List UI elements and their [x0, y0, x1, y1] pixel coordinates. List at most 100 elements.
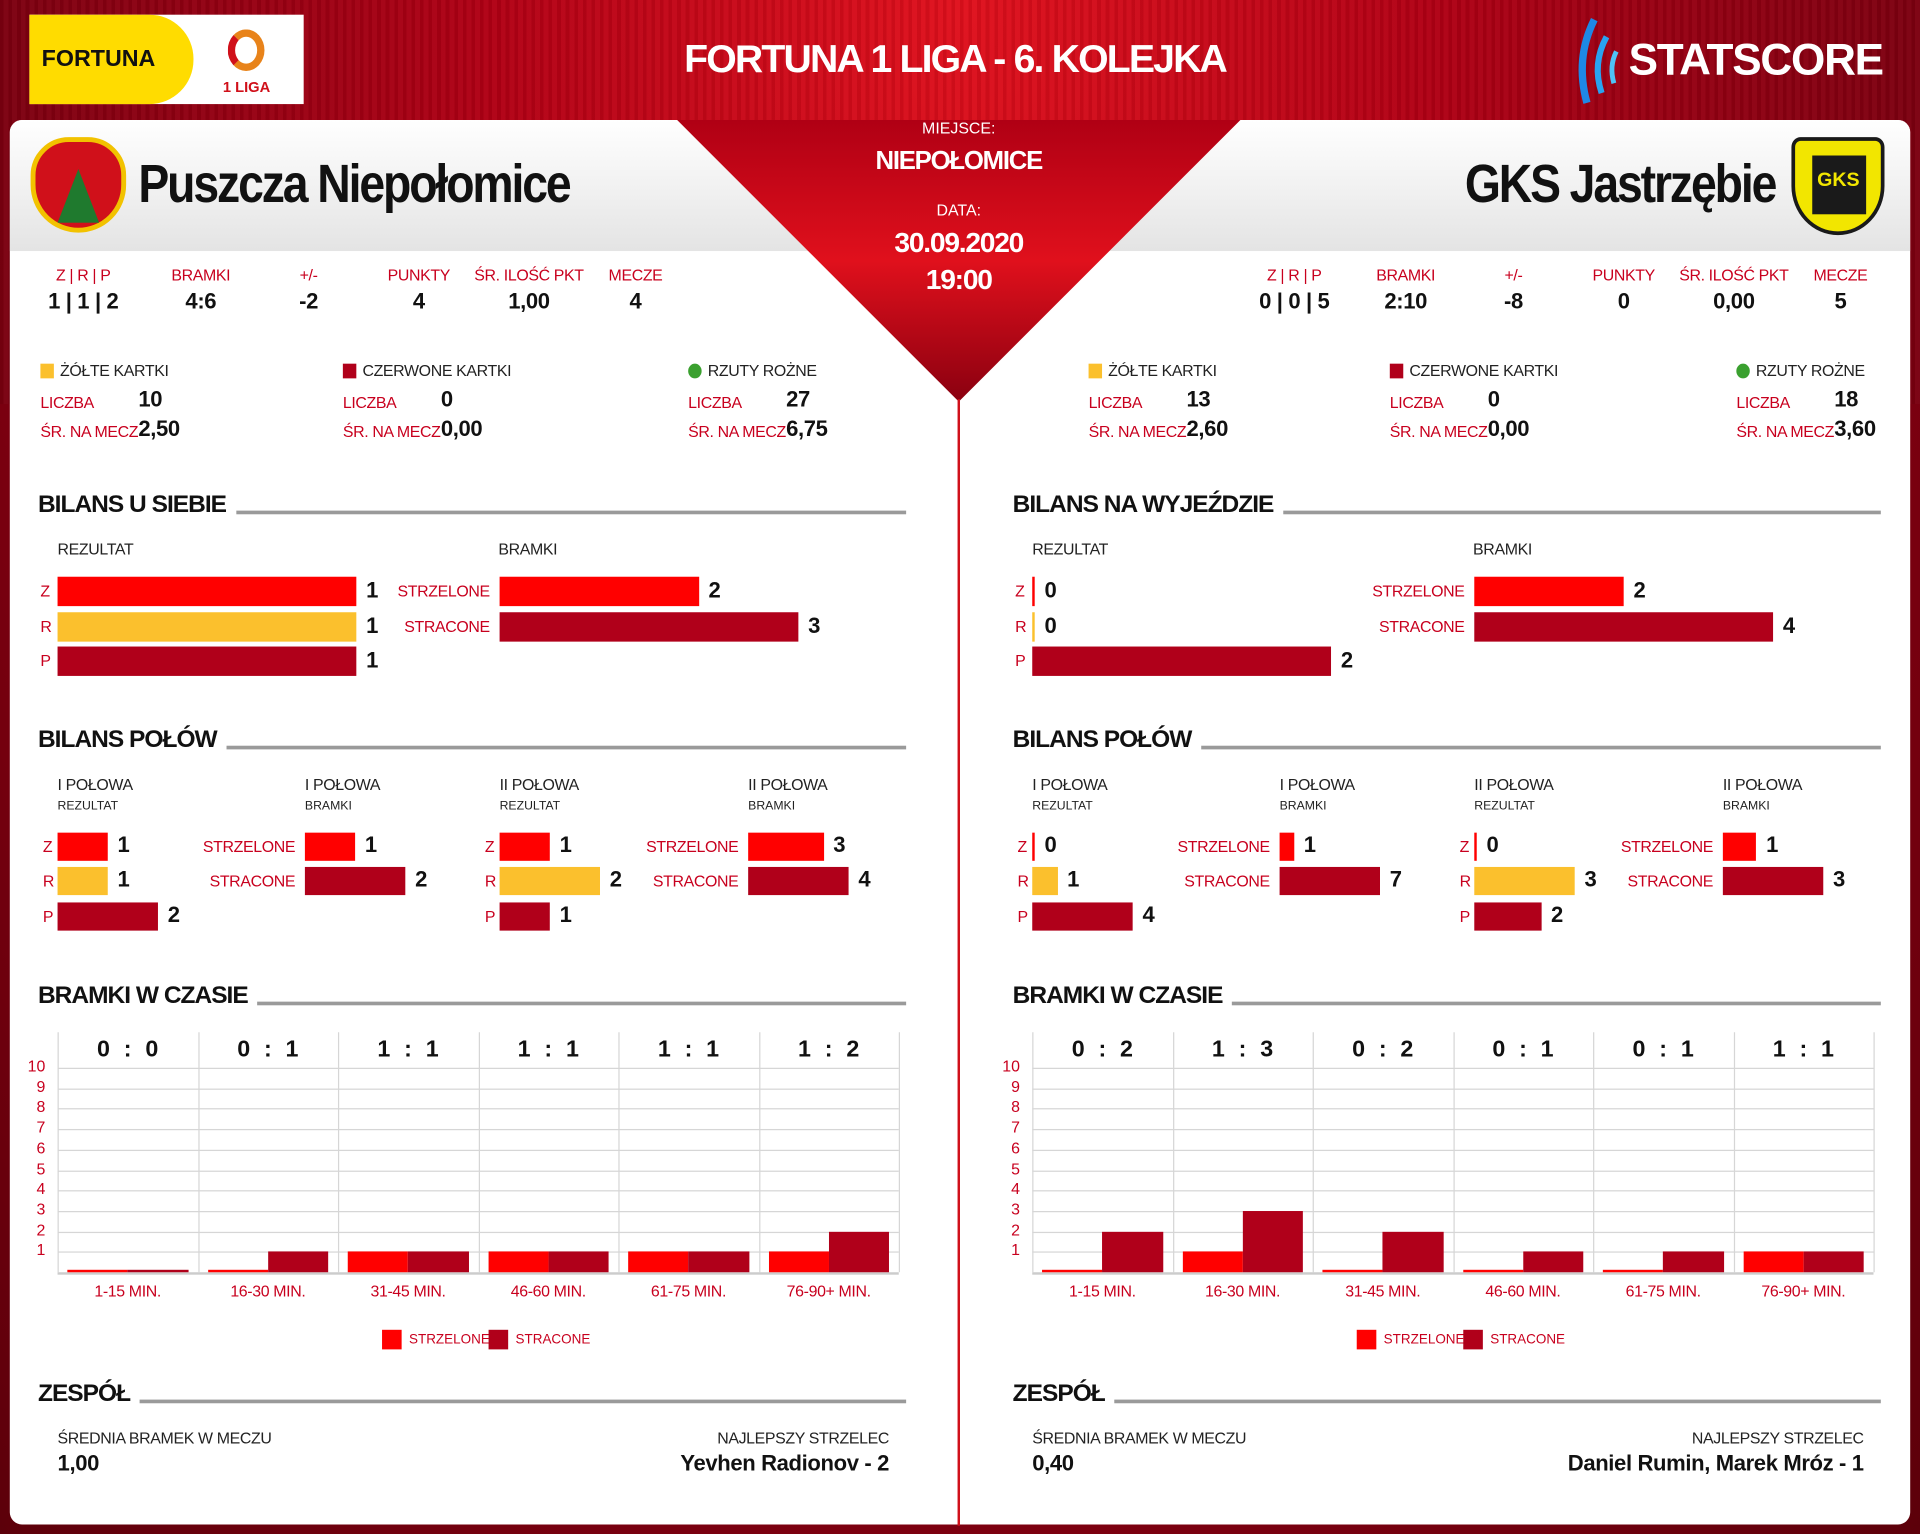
- half-result-bar: [1474, 902, 1542, 931]
- conceded-time-bar: [1803, 1251, 1864, 1273]
- conceded-label: STRACONE: [1627, 871, 1714, 891]
- y-tick-label: 7: [36, 1118, 46, 1137]
- scored-label: STRZELONE: [397, 581, 491, 601]
- legend-scored-swatch: [382, 1329, 402, 1350]
- half-value: 0: [1044, 832, 1057, 858]
- period-score: 0 : 0: [97, 1037, 159, 1063]
- half-goals-bar: [748, 832, 824, 861]
- top-scorer-value: Daniel Rumin, Marek Mróz - 1: [1567, 1451, 1864, 1476]
- section-divider: [1201, 745, 1881, 750]
- x-tick-label: 46-60 MIN.: [1485, 1282, 1561, 1301]
- result-letter: P: [40, 651, 51, 670]
- top-scorer-label: NAJLEPSZY STRZELEC: [717, 1428, 889, 1448]
- section-header: BILANS POŁÓW: [1013, 722, 1881, 754]
- gks-logo-text: GKS: [1817, 170, 1860, 192]
- count-value: 27: [786, 386, 810, 412]
- result-bar: [57, 612, 357, 642]
- result-bar: [1032, 612, 1035, 642]
- result-value: 1: [366, 613, 379, 638]
- y-tick-label: 8: [1011, 1097, 1021, 1116]
- half-subtitle: REZULTAT: [1474, 799, 1535, 814]
- statscore-waves-icon: [1578, 17, 1619, 104]
- half-subtitle: BRAMKI: [1279, 799, 1327, 814]
- conceded-time-bar: [408, 1251, 469, 1273]
- half-title: II POŁOWA: [1722, 775, 1803, 794]
- scored-time-bar: [1602, 1269, 1664, 1273]
- conceded-label: STRACONE: [404, 617, 490, 636]
- half-value: 2: [167, 902, 180, 927]
- result-letter: R: [1017, 871, 1030, 891]
- stat-label: +/-: [1504, 265, 1523, 285]
- half-subtitle: BRAMKI: [1722, 799, 1770, 814]
- result-letter: Z: [1017, 837, 1028, 856]
- per-match-value: 0,00: [1487, 416, 1530, 441]
- half-subtitle: REZULTAT: [57, 799, 119, 814]
- section-divider: [257, 1001, 907, 1006]
- top-scorer-label: NAJLEPSZY STRZELEC: [1691, 1428, 1864, 1448]
- y-tick-label: 5: [36, 1158, 46, 1178]
- half-goals-bar: [304, 866, 406, 896]
- section-divider: [1232, 1001, 1881, 1006]
- half-value: 2: [1551, 902, 1563, 927]
- statscore-logo-text: STATSCORE: [1628, 34, 1885, 85]
- scored-label: STRZELONE: [1372, 581, 1465, 601]
- section-title: BILANS NA WYJEŹDZIE: [1012, 491, 1275, 518]
- x-tick-label: 16-30 MIN.: [1205, 1282, 1281, 1301]
- stat-value: 0: [1617, 288, 1630, 314]
- conceded-label: STRACONE: [209, 871, 296, 891]
- period-score: 1 : 1: [377, 1037, 439, 1063]
- section-title: BRAMKI W CZASIE: [37, 982, 249, 1009]
- conceded-label: STRACONE: [652, 871, 739, 891]
- stat-label: +/-: [299, 265, 318, 285]
- half-subtitle: BRAMKI: [748, 799, 796, 814]
- scored-time-bar: [207, 1269, 268, 1273]
- conceded-bar: [1474, 612, 1774, 642]
- half-value: 7: [1389, 866, 1402, 892]
- half-value: 2: [415, 866, 428, 892]
- half-value: 4: [1142, 902, 1155, 927]
- y-tick-label: 1: [36, 1240, 46, 1260]
- team-name: Puszcza Niepołomice: [138, 154, 639, 215]
- half-value: 1: [559, 902, 572, 927]
- y-tick-label: 7: [1011, 1118, 1021, 1137]
- section-divider: [1114, 1399, 1881, 1404]
- conceded-label: STRACONE: [1184, 871, 1270, 891]
- half-title: II POŁOWA: [499, 775, 580, 794]
- section-title: BILANS U SIEBIE: [37, 491, 227, 518]
- result-label: REZULTAT: [57, 540, 134, 559]
- half-result-bar: [1032, 832, 1035, 861]
- y-tick-label: 1: [1011, 1240, 1021, 1260]
- scored-label: STRZELONE: [202, 837, 296, 856]
- period-score: 0 : 2: [1352, 1037, 1414, 1063]
- fortuna-1liga-logo: FORTUNA 1 LIGA: [29, 14, 304, 105]
- stat-label: MECZE: [608, 265, 663, 285]
- count-value: 10: [138, 386, 163, 412]
- goals-value: 2: [1633, 577, 1646, 603]
- gridline-vertical: [57, 1032, 59, 1273]
- count-label: LICZBA: [1389, 393, 1444, 412]
- section-header: ZESPÓŁ: [1013, 1376, 1881, 1408]
- away-team-panel: GKS GKS Jastrzębie Z | R | P 0 | 0 | 5 BRAMK…: [984, 0, 1890, 1534]
- card-stat-title: ŻÓŁTE KARTKI: [60, 361, 169, 380]
- gridline-vertical: [898, 1032, 901, 1273]
- y-tick-label: 2: [1011, 1220, 1021, 1239]
- avg-goals-value: 0,40: [1032, 1451, 1074, 1476]
- gridline-vertical: [1032, 1032, 1034, 1273]
- red-card-icon: [1389, 363, 1404, 379]
- per-match-label: ŚR. NA MECZ: [1088, 422, 1187, 441]
- half-result-bar: [1474, 866, 1575, 896]
- stat-value: 4: [412, 288, 425, 314]
- team-logo: [30, 137, 127, 233]
- half-subtitle: BRAMKI: [304, 799, 352, 814]
- per-match-label: ŚR. NA MECZ: [1389, 422, 1488, 441]
- time-value: 19:00: [925, 263, 993, 296]
- half-value: 1: [1067, 866, 1080, 892]
- conceded-time-bar: [548, 1251, 609, 1273]
- count-label: LICZBA: [40, 393, 94, 412]
- conceded-time-bar: [828, 1231, 889, 1273]
- half-value: 4: [858, 866, 871, 892]
- legend-conceded-label: STRACONE: [1490, 1332, 1566, 1347]
- stat-value: 4:6: [185, 288, 217, 314]
- conceded-time-bar: [1102, 1231, 1163, 1273]
- section-header: BILANS POŁÓW: [38, 722, 907, 754]
